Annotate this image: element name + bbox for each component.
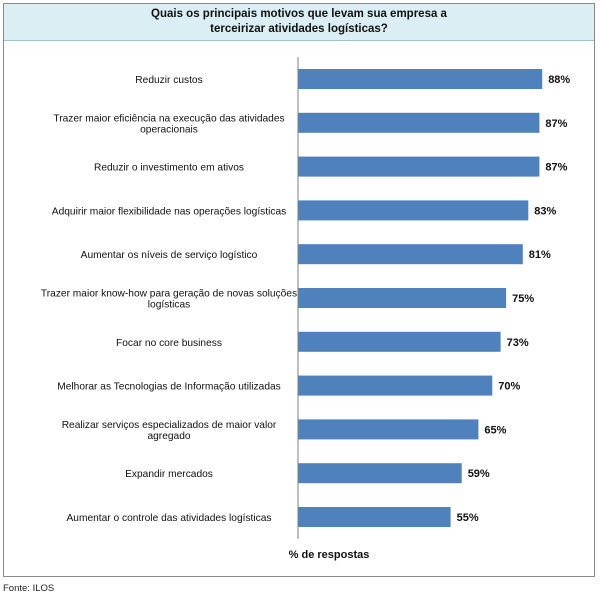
category-label-line: Aumentar os níveis de serviço logístico <box>81 250 258 261</box>
category-label-line: logísticas <box>148 300 190 311</box>
category-label-10: Expandir mercados <box>125 469 213 480</box>
data-label-11: 55% <box>457 512 479 524</box>
category-label-8: Melhorar as Tecnologias de Informação ut… <box>57 382 281 393</box>
category-label-3: Reduzir o investimento em ativos <box>94 163 244 174</box>
data-label-9: 65% <box>484 424 506 436</box>
data-label-6: 75% <box>512 293 534 305</box>
bar-chart: 88% Reduzir custos 87% Trazer maior eficiên… <box>41 57 570 561</box>
bar-11 <box>298 507 451 527</box>
x-axis-title: % de respostas <box>289 549 370 561</box>
data-label-1: 88% <box>548 74 570 86</box>
category-label-line: Trazer maior know-how para geração de no… <box>41 289 297 300</box>
chart-title-line-1: Quais os principais motivos que levam su… <box>151 8 447 20</box>
category-label-line: agregado <box>147 431 190 442</box>
data-label-4: 83% <box>534 205 556 217</box>
bar-9 <box>298 419 479 440</box>
category-label-line: Focar no core business <box>116 338 222 349</box>
category-label-line: Trazer maior eficiência na execução das … <box>53 113 284 124</box>
category-label-line: Expandir mercados <box>125 469 213 480</box>
chart-frame: Quais os principais motivos que levam su… <box>3 3 595 577</box>
category-label-5: Aumentar os níveis de serviço logístico <box>81 250 258 261</box>
category-label-line: Reduzir custos <box>135 75 202 86</box>
category-label-7: Focar no core business <box>116 338 222 349</box>
bar-8 <box>298 375 493 396</box>
category-label-line: Melhorar as Tecnologias de Informação ut… <box>57 382 281 393</box>
category-label-line: Reduzir o investimento em ativos <box>94 163 244 174</box>
data-label-7: 73% <box>507 337 529 349</box>
category-label-line: Adquirir maior flexibilidade nas operaçõ… <box>52 206 286 217</box>
bar-4 <box>298 200 529 221</box>
data-label-8: 70% <box>498 381 520 393</box>
category-label-1: Reduzir custos <box>135 75 202 86</box>
chart-title-band: Quais os principais motivos que levam su… <box>4 4 594 41</box>
category-label-4: Adquirir maior flexibilidade nas operaçõ… <box>52 206 286 217</box>
source-note: Fonte: ILOS <box>3 583 55 594</box>
bar-6 <box>298 288 507 308</box>
bar-3 <box>298 156 540 177</box>
bar-1 <box>298 69 543 89</box>
category-label-9: Realizar serviços especializados de maio… <box>62 420 277 442</box>
category-label-line: operacionais <box>140 124 198 135</box>
category-label-11: Aumentar o controle das atividades logís… <box>67 513 272 524</box>
category-label-line: Aumentar o controle das atividades logís… <box>67 513 272 524</box>
bar-5 <box>298 244 523 265</box>
data-label-10: 59% <box>468 468 490 480</box>
category-label-line: Realizar serviços especializados de maio… <box>62 420 277 431</box>
bar-10 <box>298 463 462 484</box>
bar-7 <box>298 331 501 352</box>
category-label-6: Trazer maior know-how para geração de no… <box>41 289 297 311</box>
bar-2 <box>298 112 540 133</box>
data-label-2: 87% <box>545 118 567 130</box>
data-label-5: 81% <box>529 249 551 261</box>
chart-title-line-2: terceirizar atividades logísticas? <box>210 23 388 35</box>
data-label-3: 87% <box>545 162 567 174</box>
category-label-2: Trazer maior eficiência na execução das … <box>53 113 284 135</box>
